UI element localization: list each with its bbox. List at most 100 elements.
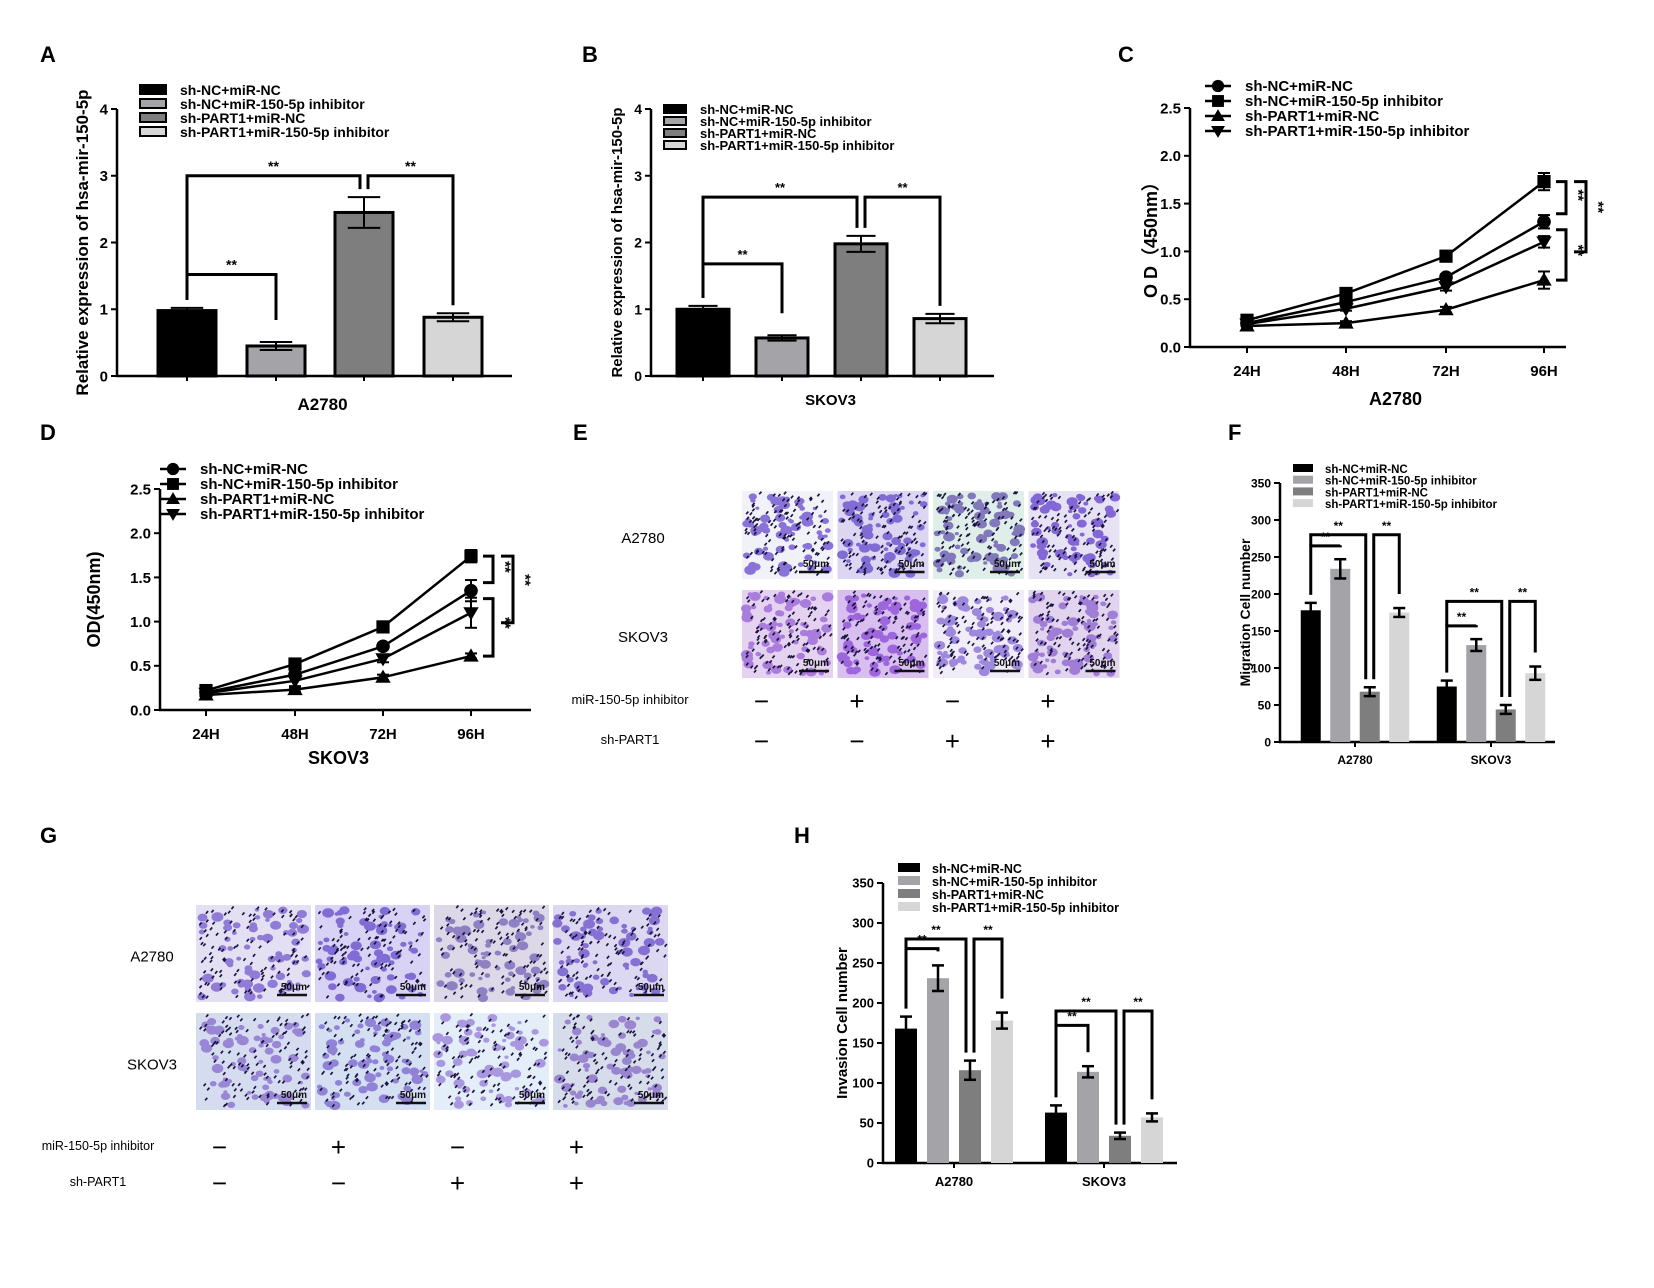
- marker-circle: [376, 639, 390, 654]
- x-axis-label: SKOV3: [805, 392, 856, 409]
- bar: [1300, 610, 1321, 742]
- legend-label: sh-PART1+miR-150-5p inhibitor: [180, 124, 390, 140]
- legend-swatch: [663, 128, 687, 138]
- y-tick-label: 100: [852, 1076, 874, 1091]
- significance-bracket: [863, 195, 942, 306]
- panel-label-d: D: [40, 420, 56, 445]
- legend-label: sh-NC+miR-NC: [200, 461, 308, 478]
- micrograph-image: 50μm: [553, 1013, 668, 1110]
- legend-label: sh-PART1+miR-150-5p inhibitor: [932, 901, 1119, 915]
- scale-bar-label: 50μm: [281, 1090, 307, 1101]
- y-tick-label: 1.5: [1160, 196, 1181, 213]
- x-tick-label: 72H: [1432, 363, 1460, 380]
- stained-cells: [837, 493, 928, 578]
- panel-label-a: A: [40, 42, 56, 67]
- x-tick-label: 96H: [457, 726, 485, 743]
- significance-marker: **: [1334, 519, 1344, 533]
- chart-a-mir150-a2780: 0 1 2 3 4 Relative expression of hsa-mir-150-…: [73, 82, 512, 414]
- bar: [927, 978, 949, 1163]
- x-tick-label: SKOV3: [1471, 753, 1512, 767]
- y-tick-label: 4: [634, 101, 642, 117]
- bar: [1389, 612, 1410, 742]
- scale-bar-label: 50μm: [638, 982, 664, 993]
- legend-swatch: [898, 902, 920, 911]
- y-tick-label: 3: [634, 168, 642, 184]
- y-tick-label: 350: [1251, 476, 1271, 490]
- y-tick-label: 200: [852, 996, 874, 1011]
- significance-bracket: [1574, 180, 1588, 254]
- y-tick-label: 250: [852, 956, 874, 971]
- marker-circle: [1439, 270, 1453, 285]
- condition-sign: +: [569, 1132, 584, 1162]
- scale-bar-label: 50μm: [994, 658, 1020, 669]
- membrane-pores: [1030, 490, 1120, 576]
- legend-label: sh-NC+miR-150-5p inhibitor: [200, 476, 398, 493]
- significance-bracket: [1445, 599, 1504, 697]
- legend-swatch: [1293, 475, 1313, 484]
- y-axis-label: Relative expression of hsa-mir-150-5p: [73, 89, 92, 395]
- scale-bar-label: 50μm: [281, 982, 307, 993]
- membrane-pores: [439, 904, 549, 1000]
- marker-triangle-up: [463, 648, 479, 662]
- scale-bar-label: 50μm: [803, 559, 829, 570]
- membrane-pores: [319, 1013, 429, 1108]
- bar: [1109, 1135, 1131, 1163]
- scale-bar-label: 50μm: [1089, 658, 1115, 669]
- micrograph-image: 50μm: [434, 904, 550, 1003]
- x-tick-label: A2780: [1337, 753, 1373, 767]
- x-axis-label: SKOV3: [308, 748, 369, 768]
- marker-triangle-down: [1536, 236, 1552, 250]
- y-tick-label: 1.0: [130, 614, 151, 631]
- condition-sign: −: [945, 686, 960, 716]
- significance-marker: **: [1457, 610, 1467, 624]
- x-tick-label: SKOV3: [1082, 1174, 1126, 1189]
- significance-marker: **: [931, 923, 941, 937]
- stained-cells: [742, 493, 834, 577]
- micrograph-image: 50μm: [837, 491, 929, 579]
- row-label: A2780: [621, 530, 664, 547]
- significance-bracket: [1309, 533, 1368, 680]
- membrane-pores: [557, 1013, 668, 1104]
- membrane-pores: [744, 491, 830, 577]
- scale-bar-label: 50μm: [519, 1090, 545, 1101]
- legend-label: sh-NC+miR-NC: [1245, 78, 1353, 95]
- y-axis-label: O D（450nm）: [1141, 173, 1161, 298]
- x-tick-label: A2780: [935, 1174, 973, 1189]
- y-axis-label: Relative expression of hsa-mir-150-5p: [609, 107, 626, 377]
- marker-triangle-up: [1338, 315, 1354, 329]
- bar: [675, 307, 731, 378]
- series-line: [1246, 220, 1545, 325]
- y-tick-label: 2.0: [130, 526, 151, 543]
- scale-bar-label: 50μm: [898, 559, 924, 570]
- legend-label: sh-PART1+miR-150-5p inhibitor: [700, 138, 894, 153]
- condition-sign: +: [1040, 686, 1055, 716]
- significance-marker: **: [897, 180, 908, 195]
- significance-bracket: [1445, 624, 1478, 673]
- membrane-pores: [840, 491, 928, 576]
- legend-swatch: [898, 876, 920, 885]
- condition-sign: −: [450, 1132, 465, 1162]
- bar: [1436, 686, 1457, 742]
- row-label: A2780: [130, 949, 173, 966]
- bar: [1495, 709, 1516, 742]
- panel-label-f: F: [1228, 420, 1241, 445]
- legend-label: sh-NC+miR-150-5p inhibitor: [180, 96, 365, 112]
- series-line: [1246, 240, 1545, 326]
- marker-triangle-up: [1536, 272, 1552, 286]
- y-tick-label: 1: [100, 302, 108, 319]
- stained-cells: [933, 492, 1026, 578]
- legend-label: sh-PART1+miR-150-5p inhibitor: [1325, 499, 1498, 511]
- significance-bracket: [1556, 228, 1568, 282]
- y-tick-label: 2.5: [1160, 100, 1181, 117]
- significance-bracket: [483, 597, 495, 658]
- stained-cells: [836, 593, 928, 677]
- legend-swatch: [139, 98, 167, 109]
- y-tick-label: 2.5: [130, 481, 151, 498]
- micrograph-image: 50μm: [315, 905, 430, 1003]
- condition-sign: −: [212, 1168, 227, 1198]
- stained-cells: [432, 1013, 549, 1109]
- stained-cells: [1027, 592, 1118, 677]
- legend-swatch: [139, 84, 167, 95]
- marker-triangle-down: [198, 687, 214, 701]
